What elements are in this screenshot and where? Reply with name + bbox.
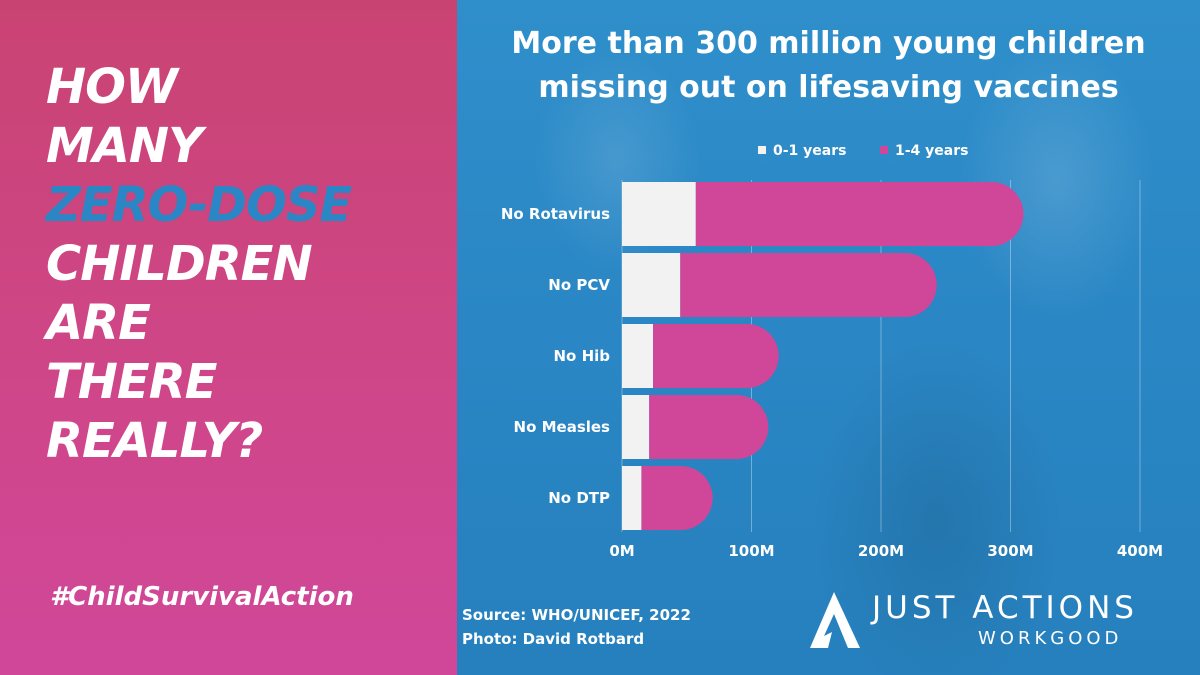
left-panel <box>0 0 457 675</box>
legend-label: 1-4 years <box>895 143 968 159</box>
category-label: No PCV <box>548 276 610 294</box>
x-tick-label: 300M <box>987 542 1033 560</box>
photo-background <box>457 0 1200 675</box>
chart-title-line: missing out on lifesaving vaccines <box>538 70 1119 105</box>
legend-swatch <box>880 146 888 154</box>
headline-accent: ZERO-DOSE <box>46 177 352 233</box>
hashtag[interactable]: #ChildSurvivalAction <box>50 582 354 612</box>
headline-line: REALLY? <box>46 413 263 469</box>
bar-1-4-years <box>695 182 1024 246</box>
bar-1-4-years <box>641 466 713 530</box>
chart-title: More than 300 million young children mis… <box>457 22 1200 110</box>
x-tick-label: 0M <box>609 542 634 560</box>
bar-1-4-years <box>653 324 779 388</box>
bar-0-1-years <box>622 253 681 317</box>
category-label: No Hib <box>553 347 610 365</box>
legend-label: 0-1 years <box>773 143 846 159</box>
bar-0-1-years <box>622 182 696 246</box>
chart-title-line: More than 300 million young children <box>511 26 1146 61</box>
logo-tagline: WORKGOOD <box>978 628 1123 649</box>
photo-credit: Photo: David Rotbard <box>462 630 645 648</box>
bar-0-1-years <box>622 395 650 459</box>
headline-line: CHILDREN <box>46 236 313 292</box>
headline-line: THERE <box>46 354 217 410</box>
chevron-a-icon <box>810 592 860 648</box>
headline-line: MANY <box>46 118 203 174</box>
bar-0-1-years <box>622 466 642 530</box>
headline-line: ARE <box>46 295 151 351</box>
source-credits: Source: WHO/UNICEF, 2022 Photo: David Ro… <box>462 603 691 651</box>
category-label: No Measles <box>514 418 611 436</box>
bar-1-4-years <box>649 395 769 459</box>
headline-line: HOW <box>46 59 178 115</box>
just-actions-logo: JUST ACTIONS WORKGOOD <box>806 588 1186 656</box>
bar-0-1-years <box>622 324 654 388</box>
bar-1-4-years <box>680 253 937 317</box>
headline: HOW MANY ZERO-DOSE CHILDREN ARE THERE RE… <box>46 58 352 471</box>
x-tick-label: 400M <box>1117 542 1163 560</box>
x-tick-label: 100M <box>728 542 774 560</box>
logo-name: JUST ACTIONS <box>872 590 1138 626</box>
x-tick-label: 200M <box>858 542 904 560</box>
category-label: No Rotavirus <box>501 205 610 223</box>
category-label: No DTP <box>548 489 610 507</box>
legend-swatch <box>758 146 766 154</box>
source-text: Source: WHO/UNICEF, 2022 <box>462 606 691 624</box>
